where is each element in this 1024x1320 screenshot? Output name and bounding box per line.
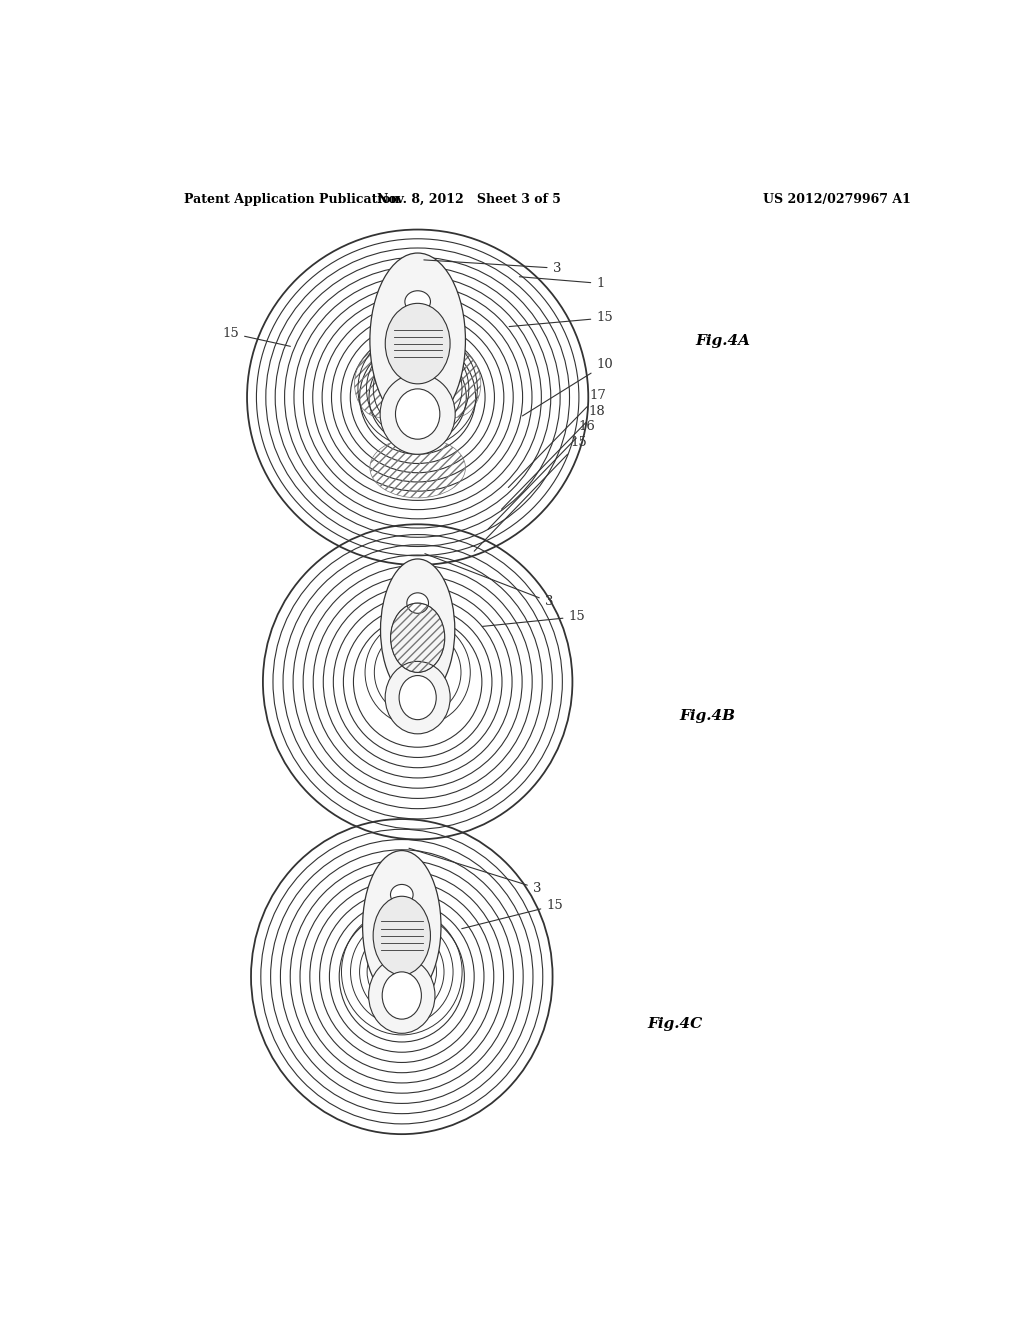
Ellipse shape: [404, 290, 430, 313]
Text: Fig.4C: Fig.4C: [648, 1018, 703, 1031]
Text: 15: 15: [474, 437, 587, 552]
Ellipse shape: [362, 850, 441, 1002]
Text: Patent Application Publication: Patent Application Publication: [183, 193, 399, 206]
Ellipse shape: [381, 558, 455, 701]
Text: Fig.4B: Fig.4B: [680, 709, 735, 723]
Ellipse shape: [370, 253, 466, 428]
Ellipse shape: [385, 304, 451, 384]
Ellipse shape: [380, 374, 456, 454]
Text: 3: 3: [424, 260, 561, 275]
Text: Nov. 8, 2012   Sheet 3 of 5: Nov. 8, 2012 Sheet 3 of 5: [377, 193, 561, 206]
Text: 18: 18: [502, 405, 605, 510]
Ellipse shape: [390, 884, 413, 906]
Ellipse shape: [369, 958, 435, 1034]
Ellipse shape: [382, 972, 422, 1019]
Text: 15: 15: [222, 327, 291, 346]
Ellipse shape: [385, 661, 451, 734]
Ellipse shape: [395, 389, 440, 440]
Text: Fig.4A: Fig.4A: [695, 334, 751, 348]
Text: 17: 17: [508, 388, 607, 487]
Text: 10: 10: [522, 358, 613, 416]
Ellipse shape: [407, 593, 428, 614]
Text: US 2012/0279967 A1: US 2012/0279967 A1: [763, 193, 910, 206]
Text: 3: 3: [409, 849, 542, 895]
Ellipse shape: [399, 676, 436, 719]
Text: 1: 1: [519, 277, 604, 290]
Text: 15: 15: [509, 312, 613, 326]
Text: 16: 16: [487, 420, 596, 529]
Text: 15: 15: [482, 610, 585, 627]
Text: 3: 3: [425, 553, 553, 609]
Ellipse shape: [373, 896, 430, 975]
Text: 15: 15: [462, 899, 563, 929]
